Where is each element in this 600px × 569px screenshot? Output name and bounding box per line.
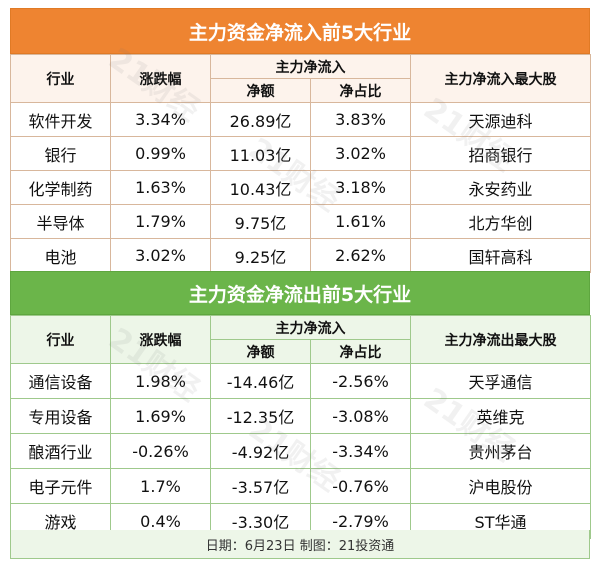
table-row: 专用设备 1.69% -12.35亿 -3.08% 英维克 — [10, 398, 591, 434]
outflow-title: 主力资金净流出前5大行业 — [10, 271, 590, 315]
stock-cell: 天源迪科 — [410, 102, 591, 137]
stock-cell: 招商银行 — [410, 136, 591, 171]
ratio-cell: 1.61% — [310, 204, 411, 239]
ratio-cell: 3.18% — [310, 170, 411, 205]
col-ratio-header: 净占比 — [310, 78, 411, 103]
col-group-header: 主力净流入 — [210, 54, 411, 79]
industry-cell: 酿酒行业 — [10, 433, 111, 469]
col-change-header: 涨跌幅 — [110, 315, 211, 364]
industry-cell: 电子元件 — [10, 468, 111, 504]
col-amount-header: 净额 — [210, 78, 311, 103]
col-top-stock-header: 主力净流出最大股 — [410, 315, 591, 364]
amount-cell: -4.92亿 — [210, 433, 311, 469]
change-cell: 3.02% — [110, 238, 211, 273]
change-cell: 0.99% — [110, 136, 211, 171]
ratio-cell: -0.76% — [310, 468, 411, 504]
inflow-table: 行业 涨跌幅 主力净流入 主力净流入最大股 净额 净占比 软件开发 3.34% … — [10, 54, 591, 273]
industry-cell: 电池 — [10, 238, 111, 273]
industry-cell: 专用设备 — [10, 398, 111, 434]
industry-cell: 软件开发 — [10, 102, 111, 137]
amount-cell: 26.89亿 — [210, 102, 311, 137]
stock-cell: 天孚通信 — [410, 363, 591, 399]
industry-cell: 化学制药 — [10, 170, 111, 205]
col-ratio-header: 净占比 — [310, 339, 411, 364]
ratio-cell: -3.08% — [310, 398, 411, 434]
inflow-title: 主力资金净流入前5大行业 — [10, 8, 590, 54]
ratio-cell: 2.62% — [310, 238, 411, 273]
stock-cell: 国轩高科 — [410, 238, 591, 273]
change-cell: 1.69% — [110, 398, 211, 434]
stock-cell: 沪电股份 — [410, 468, 591, 504]
amount-cell: 10.43亿 — [210, 170, 311, 205]
footer-credit: 日期：6月23日 制图：21投资通 — [10, 530, 590, 559]
col-industry-header: 行业 — [10, 315, 111, 364]
col-change-header: 涨跌幅 — [110, 54, 211, 103]
col-group-header: 主力净流入 — [210, 315, 411, 340]
amount-cell: 9.25亿 — [210, 238, 311, 273]
table-row: 银行 0.99% 11.03亿 3.02% 招商银行 — [10, 136, 591, 171]
ratio-cell: 3.83% — [310, 102, 411, 137]
amount-cell: -14.46亿 — [210, 363, 311, 399]
table-row: 化学制药 1.63% 10.43亿 3.18% 永安药业 — [10, 170, 591, 205]
industry-cell: 半导体 — [10, 204, 111, 239]
table-row: 电子元件 1.7% -3.57亿 -0.76% 沪电股份 — [10, 468, 591, 504]
amount-cell: 11.03亿 — [210, 136, 311, 171]
table-row: 电池 3.02% 9.25亿 2.62% 国轩高科 — [10, 238, 591, 273]
stock-cell: 贵州茅台 — [410, 433, 591, 469]
outflow-table: 行业 涨跌幅 主力净流入 主力净流出最大股 净额 净占比 通信设备 1.98% … — [10, 315, 591, 539]
col-top-stock-header: 主力净流入最大股 — [410, 54, 591, 103]
ratio-cell: -2.56% — [310, 363, 411, 399]
change-cell: 3.34% — [110, 102, 211, 137]
inflow-subheader-row: 净额 净占比 — [11, 78, 591, 103]
industry-cell: 通信设备 — [10, 363, 111, 399]
table-row: 半导体 1.79% 9.75亿 1.61% 北方华创 — [10, 204, 591, 239]
ratio-cell: -3.34% — [310, 433, 411, 469]
inflow-header-row: 行业 涨跌幅 主力净流入 主力净流入最大股 — [10, 54, 591, 103]
col-amount-header: 净额 — [210, 339, 311, 364]
change-cell: 1.63% — [110, 170, 211, 205]
change-cell: 1.98% — [110, 363, 211, 399]
table-row: 通信设备 1.98% -14.46亿 -2.56% 天孚通信 — [10, 363, 591, 399]
stock-cell: 北方华创 — [410, 204, 591, 239]
amount-cell: -3.57亿 — [210, 468, 311, 504]
change-cell: -0.26% — [110, 433, 211, 469]
stock-cell: 永安药业 — [410, 170, 591, 205]
amount-cell: -12.35亿 — [210, 398, 311, 434]
ratio-cell: 3.02% — [310, 136, 411, 171]
outflow-header-row: 行业 涨跌幅 主力净流入 主力净流出最大股 — [10, 315, 591, 364]
change-cell: 1.79% — [110, 204, 211, 239]
industry-cell: 银行 — [10, 136, 111, 171]
table-row: 软件开发 3.34% 26.89亿 3.83% 天源迪科 — [10, 102, 591, 137]
table-row: 酿酒行业 -0.26% -4.92亿 -3.34% 贵州茅台 — [10, 433, 591, 469]
amount-cell: 9.75亿 — [210, 204, 311, 239]
change-cell: 1.7% — [110, 468, 211, 504]
stock-cell: 英维克 — [410, 398, 591, 434]
col-industry-header: 行业 — [10, 54, 111, 103]
